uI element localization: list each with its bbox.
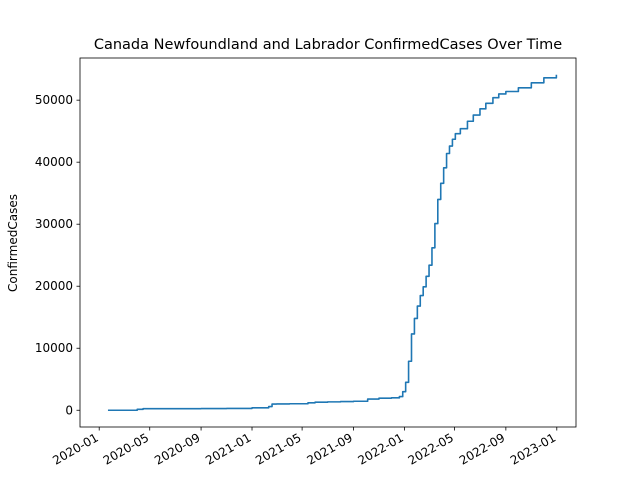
x-tick-label: 2020-09 [152,430,202,467]
x-tick-label: 2023-01 [508,430,558,467]
y-tick-label: 20000 [35,279,73,293]
x-tick-label: 2022-05 [406,430,456,467]
x-tick-label: 2021-09 [305,430,355,467]
x-tick-label: 2022-09 [457,430,507,467]
x-tick-label: 2021-01 [203,430,253,467]
series-layer [107,74,558,412]
x-tick-label: 2022-01 [355,430,405,467]
plot-area-frame [79,57,577,428]
chart-title: Canada Newfoundland and Labrador Confirm… [94,37,562,53]
y-axis-label: ConfirmedCases [6,194,20,292]
series-line [107,74,558,412]
x-tick-label: 2020-05 [101,430,151,467]
y-tick-label: 50000 [35,93,73,107]
y-tick-label: 40000 [35,155,73,169]
x-tick-label: 2020-01 [50,430,100,467]
y-tick-label: 30000 [35,217,73,231]
x-tick-label: 2021-05 [253,430,303,467]
y-tick-label: 0 [65,403,73,417]
y-tick-label: 10000 [35,341,73,355]
ticks-layer: 0 10000 20000 30000 40000 50000 2020-01 2020-05… [35,93,558,467]
